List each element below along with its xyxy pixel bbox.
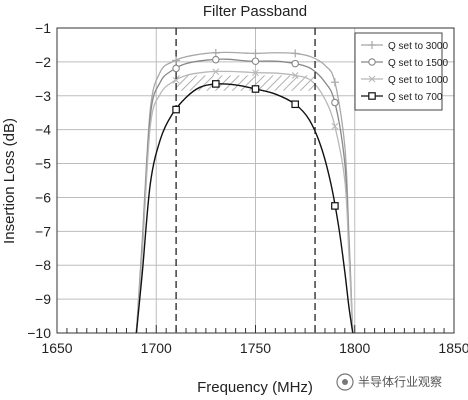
series-2-point	[212, 55, 220, 64]
x-axis-title: Frequency (MHz)	[197, 379, 313, 396]
series-2-point	[251, 57, 260, 65]
y-tick-label: −6	[35, 189, 51, 205]
legend-label: Q set to 700	[388, 92, 443, 103]
series-1-point	[172, 56, 181, 65]
series-line-2	[135, 58, 354, 333]
x-tick-label: 1750	[240, 340, 271, 356]
watermark: 半导体行业观察	[336, 373, 442, 391]
series-1-point	[330, 78, 339, 87]
y-tick-label: −1	[35, 20, 51, 36]
x-tick-label: 1800	[339, 340, 370, 356]
legend-label: Q set to 3000	[388, 41, 448, 52]
y-tick-label: −7	[35, 223, 51, 239]
series-4-point	[331, 202, 339, 210]
series-2-point	[331, 98, 339, 107]
y-tick-labels: −1 −2 −3 −4 −5 −6 −7 −8 −9 −10	[27, 20, 51, 341]
series-2-point	[291, 59, 299, 68]
watermark-logo-icon	[336, 373, 354, 391]
series-1-point	[291, 49, 300, 58]
x-marker-b	[212, 68, 220, 76]
series-1-point	[251, 49, 260, 58]
series-3-point	[212, 68, 220, 76]
x-marker-b	[291, 72, 299, 79]
y-tick-label: −10	[27, 325, 51, 341]
watermark-logo-dot	[342, 379, 348, 385]
legend-swatch-marker	[368, 58, 376, 66]
legend-label: Q set to 1000	[388, 75, 448, 86]
y-tick-label: −4	[35, 122, 51, 138]
x-marker-b	[368, 75, 376, 83]
x-marker-b	[331, 122, 339, 130]
x-marker-b	[252, 69, 259, 77]
legend: Q set to 3000 Q set to 1500 Q set to 1000 Q…	[354, 32, 448, 111]
series-2-point	[172, 64, 180, 73]
series-4-point	[251, 85, 260, 93]
x-tick-label: 1700	[141, 340, 172, 356]
x-tick-label: 1850	[438, 340, 468, 356]
y-tick-label: −8	[35, 257, 51, 273]
x-tick-label: 1650	[41, 340, 72, 356]
series-4-point	[212, 80, 220, 88]
band-markers	[172, 28, 339, 333]
y-axis-title: Insertion Loss (dB)	[1, 118, 18, 244]
series-3-point	[172, 76, 180, 84]
spec-band-hatch	[176, 75, 316, 91]
series-line-1	[135, 51, 354, 333]
plot-frame	[56, 27, 455, 334]
watermark-text: 半导体行业观察	[358, 375, 442, 389]
y-tick-label: −5	[35, 156, 51, 172]
series-1-point	[211, 48, 220, 57]
series-4-point	[172, 105, 180, 114]
y-tick-label: −3	[35, 88, 51, 104]
legend-label: Q set to 1500	[388, 58, 448, 69]
legend-swatch-marker	[368, 41, 376, 49]
x-marker-b	[172, 76, 180, 84]
spec-band	[176, 75, 316, 91]
legend-swatch-marker	[368, 92, 376, 100]
series-line-4	[135, 83, 354, 333]
y-tick-label: −9	[35, 291, 51, 307]
chart-title: Filter Passband	[203, 3, 307, 20]
series-3-point	[291, 72, 299, 79]
x-tick-labels: 1650 1700 1750 1800 1850	[41, 340, 468, 356]
series-3-point	[252, 69, 259, 77]
y-tick-label: −2	[35, 54, 51, 70]
series-4-point	[291, 100, 300, 109]
series-3-point	[331, 122, 339, 130]
legend-swatch-marker	[368, 75, 376, 83]
series-group	[135, 51, 354, 333]
series-line-3	[135, 70, 354, 333]
axis-ticks	[56, 325, 455, 333]
